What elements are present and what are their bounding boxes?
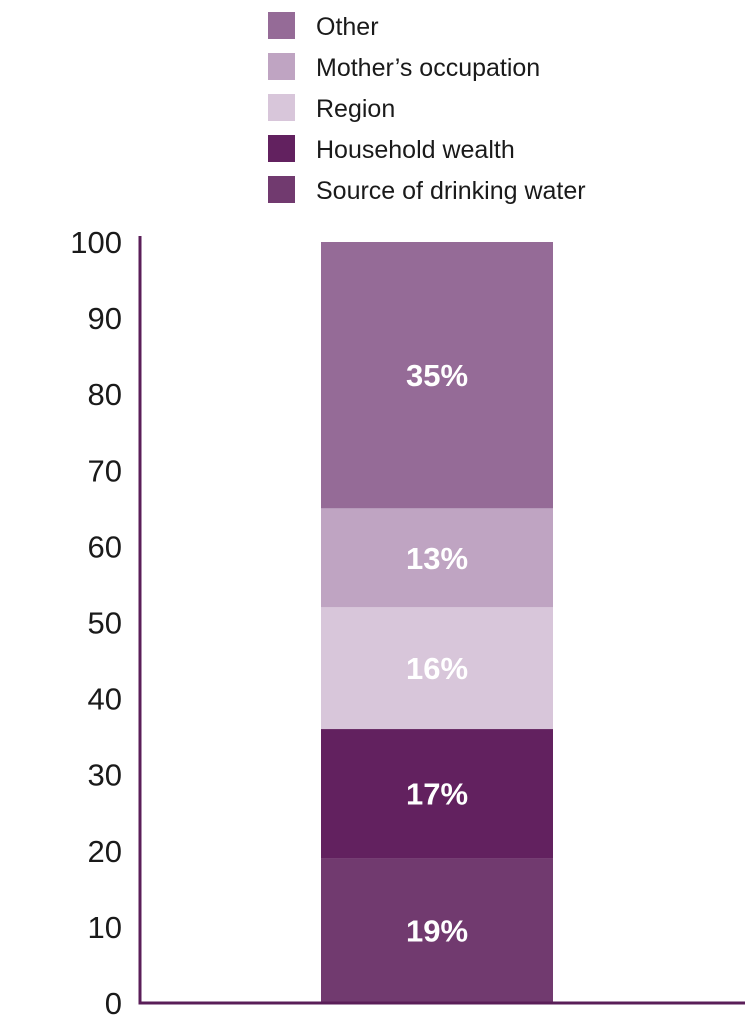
data-label-household-wealth: 17%	[406, 777, 468, 812]
bar-segment-other	[321, 242, 553, 509]
y-tick-label-50: 50	[88, 606, 122, 641]
y-tick-label-0: 0	[105, 986, 122, 1015]
legend-label-region: Region	[316, 95, 395, 123]
data-label-source-of-drinking-water: 19%	[406, 914, 468, 949]
y-tick-label-90: 90	[88, 301, 122, 336]
legend-label-mother-s-occupation: Mother’s occupation	[316, 54, 540, 82]
y-axis: 0 10 20 30 40 50 60 70 80 90 100	[70, 225, 142, 1015]
legend-swatch-household-wealth	[268, 135, 295, 162]
y-tick-label-60: 60	[88, 529, 122, 564]
legend-label-source-of-drinking-water: Source of drinking water	[316, 177, 586, 205]
bar-segment-source-of-drinking-water	[321, 858, 553, 1003]
bar-stack: 19% 17% 16% 13% 35%	[321, 242, 553, 1003]
bar-segment-region	[321, 607, 553, 730]
data-label-other: 35%	[406, 358, 468, 393]
bar-segment-household-wealth	[321, 729, 553, 859]
chart-legend: Other Mother’s occupation Region Household …	[268, 12, 586, 205]
data-label-region: 16%	[406, 651, 468, 686]
legend-label-other: Other	[316, 13, 379, 41]
legend-label-household-wealth: Household wealth	[316, 136, 515, 164]
legend-swatch-region	[268, 94, 295, 121]
y-tick-label-10: 10	[88, 910, 122, 945]
legend-swatch-other	[268, 12, 295, 39]
data-label-mother-s-occupation: 13%	[406, 541, 468, 576]
legend-swatch-source-of-drinking-water	[268, 176, 295, 203]
legend-swatch-mother-s-occupation	[268, 53, 295, 80]
y-tick-label-30: 30	[88, 758, 122, 793]
y-tick-label-40: 40	[88, 682, 122, 717]
y-tick-label-70: 70	[88, 453, 122, 488]
y-tick-label-100: 100	[70, 225, 122, 260]
bar-segment-mother-s-occupation	[321, 508, 553, 608]
y-tick-label-20: 20	[88, 834, 122, 869]
y-tick-label-80: 80	[88, 377, 122, 412]
